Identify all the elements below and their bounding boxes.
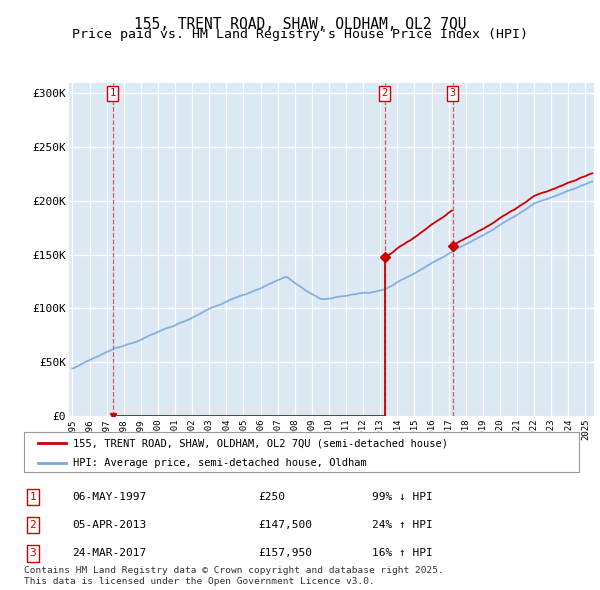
Text: 06-MAY-1997: 06-MAY-1997	[72, 492, 146, 502]
Text: HPI: Average price, semi-detached house, Oldham: HPI: Average price, semi-detached house,…	[73, 458, 367, 468]
Text: 1: 1	[109, 88, 116, 99]
Text: 16% ↑ HPI: 16% ↑ HPI	[372, 549, 433, 558]
Text: 2: 2	[382, 88, 388, 99]
Text: 1: 1	[29, 492, 37, 502]
Text: 05-APR-2013: 05-APR-2013	[72, 520, 146, 530]
Text: 3: 3	[29, 549, 37, 558]
Text: 24% ↑ HPI: 24% ↑ HPI	[372, 520, 433, 530]
Text: £147,500: £147,500	[258, 520, 312, 530]
Text: 155, TRENT ROAD, SHAW, OLDHAM, OL2 7QU (semi-detached house): 155, TRENT ROAD, SHAW, OLDHAM, OL2 7QU (…	[73, 438, 448, 448]
Text: Contains HM Land Registry data © Crown copyright and database right 2025.
This d: Contains HM Land Registry data © Crown c…	[24, 566, 444, 586]
Text: 155, TRENT ROAD, SHAW, OLDHAM, OL2 7QU: 155, TRENT ROAD, SHAW, OLDHAM, OL2 7QU	[134, 17, 466, 31]
Text: 24-MAR-2017: 24-MAR-2017	[72, 549, 146, 558]
Text: 99% ↓ HPI: 99% ↓ HPI	[372, 492, 433, 502]
Text: £157,950: £157,950	[258, 549, 312, 558]
Text: 3: 3	[449, 88, 455, 99]
Text: £250: £250	[258, 492, 285, 502]
Text: 2: 2	[29, 520, 37, 530]
Text: Price paid vs. HM Land Registry's House Price Index (HPI): Price paid vs. HM Land Registry's House …	[72, 28, 528, 41]
